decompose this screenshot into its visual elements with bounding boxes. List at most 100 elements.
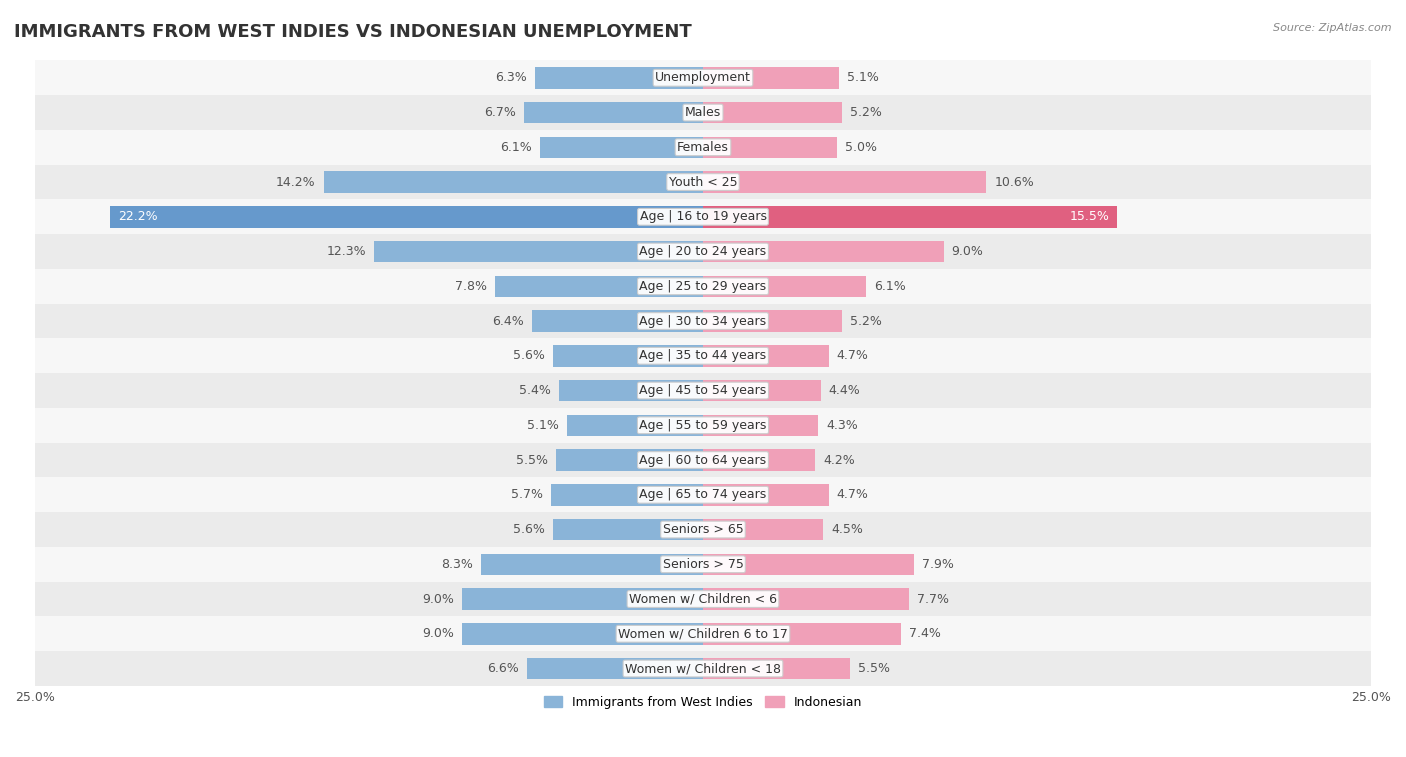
Text: 5.2%: 5.2% bbox=[851, 106, 882, 119]
Bar bbox=[703, 484, 828, 506]
Text: 4.7%: 4.7% bbox=[837, 349, 869, 363]
Bar bbox=[35, 234, 1371, 269]
Bar bbox=[35, 304, 1371, 338]
Bar bbox=[703, 171, 986, 193]
Bar bbox=[703, 658, 851, 679]
Text: 22.2%: 22.2% bbox=[118, 210, 157, 223]
Text: 15.5%: 15.5% bbox=[1070, 210, 1109, 223]
Text: 5.2%: 5.2% bbox=[851, 315, 882, 328]
Text: Source: ZipAtlas.com: Source: ZipAtlas.com bbox=[1274, 23, 1392, 33]
Text: 5.1%: 5.1% bbox=[527, 419, 558, 431]
Text: Age | 25 to 29 years: Age | 25 to 29 years bbox=[640, 280, 766, 293]
Text: Age | 60 to 64 years: Age | 60 to 64 years bbox=[640, 453, 766, 466]
Bar bbox=[703, 345, 828, 366]
Text: 9.0%: 9.0% bbox=[952, 245, 983, 258]
Text: 12.3%: 12.3% bbox=[326, 245, 367, 258]
Bar bbox=[35, 581, 1371, 616]
Bar bbox=[481, 553, 703, 575]
Text: 5.5%: 5.5% bbox=[516, 453, 548, 466]
Text: Seniors > 75: Seniors > 75 bbox=[662, 558, 744, 571]
Bar bbox=[35, 199, 1371, 234]
Text: Age | 30 to 34 years: Age | 30 to 34 years bbox=[640, 315, 766, 328]
Bar bbox=[558, 380, 703, 401]
Text: 14.2%: 14.2% bbox=[276, 176, 315, 188]
Text: 5.6%: 5.6% bbox=[513, 349, 546, 363]
Text: Age | 55 to 59 years: Age | 55 to 59 years bbox=[640, 419, 766, 431]
Bar bbox=[703, 241, 943, 263]
Text: 5.6%: 5.6% bbox=[513, 523, 546, 536]
Text: 7.8%: 7.8% bbox=[454, 280, 486, 293]
Bar bbox=[551, 484, 703, 506]
Text: 6.6%: 6.6% bbox=[486, 662, 519, 675]
Bar bbox=[554, 519, 703, 540]
Bar bbox=[110, 206, 703, 228]
Text: 5.1%: 5.1% bbox=[848, 71, 879, 84]
Bar bbox=[35, 373, 1371, 408]
Bar bbox=[35, 512, 1371, 547]
Text: Females: Females bbox=[678, 141, 728, 154]
Bar bbox=[323, 171, 703, 193]
Bar bbox=[35, 478, 1371, 512]
Text: Unemployment: Unemployment bbox=[655, 71, 751, 84]
Bar bbox=[534, 67, 703, 89]
Text: 4.3%: 4.3% bbox=[825, 419, 858, 431]
Bar bbox=[35, 269, 1371, 304]
Bar bbox=[35, 165, 1371, 199]
Text: Women w/ Children 6 to 17: Women w/ Children 6 to 17 bbox=[619, 628, 787, 640]
Bar bbox=[35, 651, 1371, 686]
Bar bbox=[527, 658, 703, 679]
Bar bbox=[703, 380, 821, 401]
Text: Women w/ Children < 6: Women w/ Children < 6 bbox=[628, 593, 778, 606]
Bar bbox=[35, 130, 1371, 165]
Bar bbox=[703, 553, 914, 575]
Bar bbox=[703, 449, 815, 471]
Text: 10.6%: 10.6% bbox=[994, 176, 1033, 188]
Text: 4.2%: 4.2% bbox=[824, 453, 855, 466]
Bar bbox=[703, 67, 839, 89]
Bar bbox=[35, 61, 1371, 95]
Text: 6.1%: 6.1% bbox=[501, 141, 531, 154]
Text: 5.7%: 5.7% bbox=[510, 488, 543, 501]
Text: 5.4%: 5.4% bbox=[519, 384, 551, 397]
Bar bbox=[703, 136, 837, 158]
Bar bbox=[703, 519, 824, 540]
Bar bbox=[35, 408, 1371, 443]
Text: 4.7%: 4.7% bbox=[837, 488, 869, 501]
Bar bbox=[703, 623, 901, 644]
Text: 7.9%: 7.9% bbox=[922, 558, 955, 571]
Text: IMMIGRANTS FROM WEST INDIES VS INDONESIAN UNEMPLOYMENT: IMMIGRANTS FROM WEST INDIES VS INDONESIA… bbox=[14, 23, 692, 41]
Bar bbox=[703, 276, 866, 297]
Bar bbox=[463, 623, 703, 644]
Text: Age | 35 to 44 years: Age | 35 to 44 years bbox=[640, 349, 766, 363]
Text: Age | 65 to 74 years: Age | 65 to 74 years bbox=[640, 488, 766, 501]
Text: 4.4%: 4.4% bbox=[828, 384, 860, 397]
Text: 6.7%: 6.7% bbox=[484, 106, 516, 119]
Text: 9.0%: 9.0% bbox=[423, 593, 454, 606]
Bar bbox=[463, 588, 703, 610]
Text: 6.3%: 6.3% bbox=[495, 71, 527, 84]
Text: Age | 16 to 19 years: Age | 16 to 19 years bbox=[640, 210, 766, 223]
Bar bbox=[554, 345, 703, 366]
Text: 8.3%: 8.3% bbox=[441, 558, 474, 571]
Bar bbox=[524, 101, 703, 123]
Text: Youth < 25: Youth < 25 bbox=[669, 176, 737, 188]
Text: 6.4%: 6.4% bbox=[492, 315, 524, 328]
Text: 4.5%: 4.5% bbox=[831, 523, 863, 536]
Text: Age | 20 to 24 years: Age | 20 to 24 years bbox=[640, 245, 766, 258]
Legend: Immigrants from West Indies, Indonesian: Immigrants from West Indies, Indonesian bbox=[538, 691, 868, 714]
Text: 6.1%: 6.1% bbox=[875, 280, 905, 293]
Bar bbox=[555, 449, 703, 471]
Bar bbox=[703, 588, 908, 610]
Text: 5.0%: 5.0% bbox=[845, 141, 876, 154]
Bar bbox=[35, 95, 1371, 130]
Text: Seniors > 65: Seniors > 65 bbox=[662, 523, 744, 536]
Text: 7.7%: 7.7% bbox=[917, 593, 949, 606]
Bar bbox=[540, 136, 703, 158]
Bar bbox=[35, 547, 1371, 581]
Bar bbox=[531, 310, 703, 332]
Text: Women w/ Children < 18: Women w/ Children < 18 bbox=[626, 662, 780, 675]
Bar bbox=[703, 101, 842, 123]
Bar bbox=[374, 241, 703, 263]
Text: 9.0%: 9.0% bbox=[423, 628, 454, 640]
Text: Males: Males bbox=[685, 106, 721, 119]
